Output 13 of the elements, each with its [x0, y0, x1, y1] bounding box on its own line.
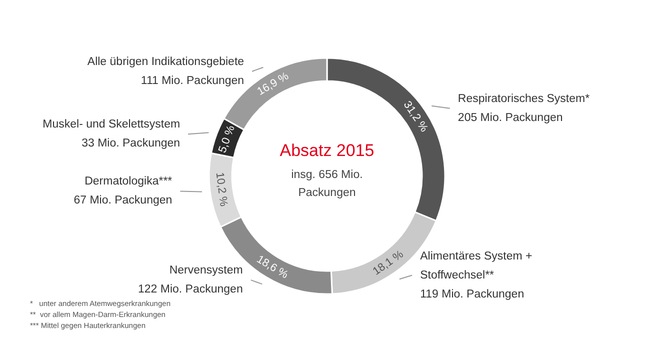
slice-label: Respiratorisches System* 205 Mio. Packungen — [458, 92, 590, 124]
data-label: 18,1 % — [370, 248, 406, 278]
slice-label: Nervensystem 122 Mio. Packungen — [138, 264, 243, 296]
data-label: 5,0 % — [216, 124, 238, 155]
slice-label: Muskel- und Skelettsystem 33 Mio. Packungen — [42, 118, 180, 150]
text: Absatz 2015 — [280, 141, 374, 160]
slice-label: Dermatologika*** 67 Mio. Packungen — [74, 176, 173, 207]
data-label: 16,9 % — [255, 70, 292, 98]
slice-label: Alle übrigen Indikationsgebiete 111 Mio. Packungen — [87, 56, 244, 87]
slice-label: Alimentäres System + Stoffwechsel** 119 Mio. Packungen — [420, 250, 533, 300]
data-label: 10,2 % — [213, 172, 230, 208]
data-label: 18,6 % — [254, 253, 290, 282]
text: insg. 656 Mio. Packungen — [291, 169, 363, 199]
